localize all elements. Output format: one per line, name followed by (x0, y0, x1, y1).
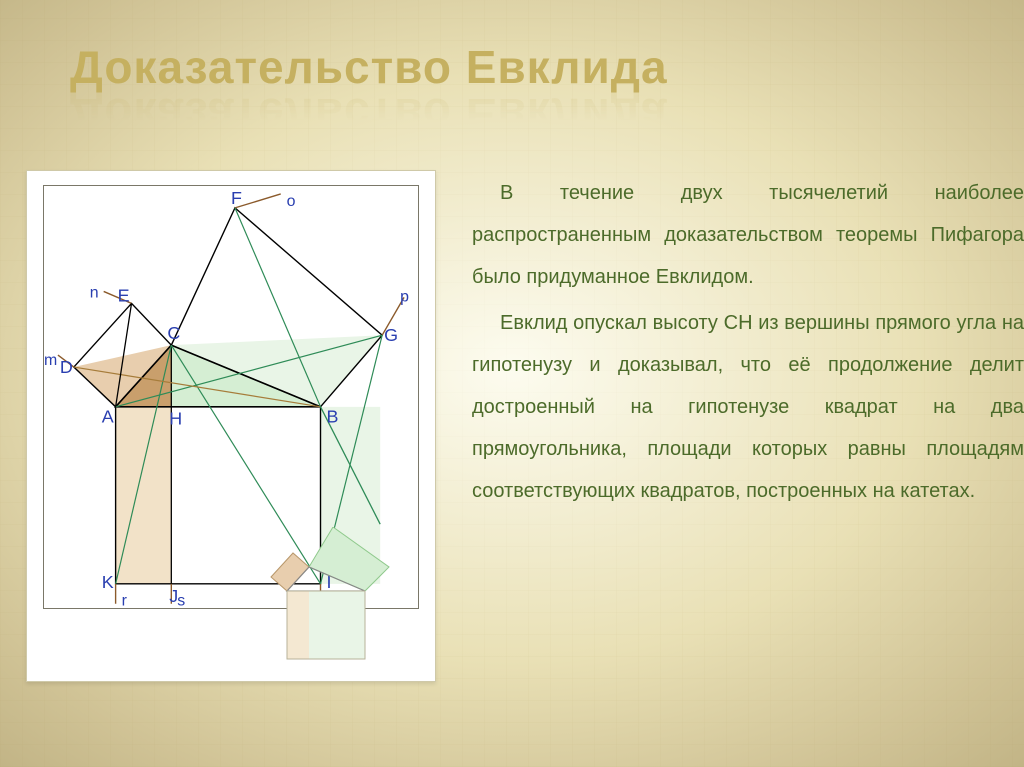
svg-text:C: C (167, 323, 180, 343)
svg-text:D: D (60, 357, 73, 377)
svg-text:p: p (400, 288, 409, 305)
svg-text:m: m (44, 352, 57, 369)
svg-text:A: A (102, 407, 114, 427)
svg-text:r: r (122, 593, 128, 606)
diagram-card: ABCHKIJDEFGopnmrst (26, 170, 436, 682)
svg-text:o: o (287, 193, 296, 210)
svg-text:G: G (384, 325, 398, 345)
paragraph-1: В течение двух тысячелетий наиболее расп… (472, 172, 1024, 298)
slide-title: Доказательство Евклида (70, 40, 668, 94)
svg-text:s: s (177, 593, 185, 606)
svg-text:n: n (90, 284, 99, 301)
body-text: В течение двух тысячелетий наиболее расп… (472, 172, 1024, 737)
svg-text:B: B (326, 407, 338, 427)
svg-text:F: F (231, 188, 242, 208)
paragraph-2: Евклид опускал высоту CH из вершины прям… (472, 302, 1024, 512)
mini-diagram (241, 527, 411, 667)
svg-text:K: K (102, 572, 114, 592)
svg-text:H: H (169, 409, 182, 429)
svg-text:E: E (118, 285, 130, 305)
